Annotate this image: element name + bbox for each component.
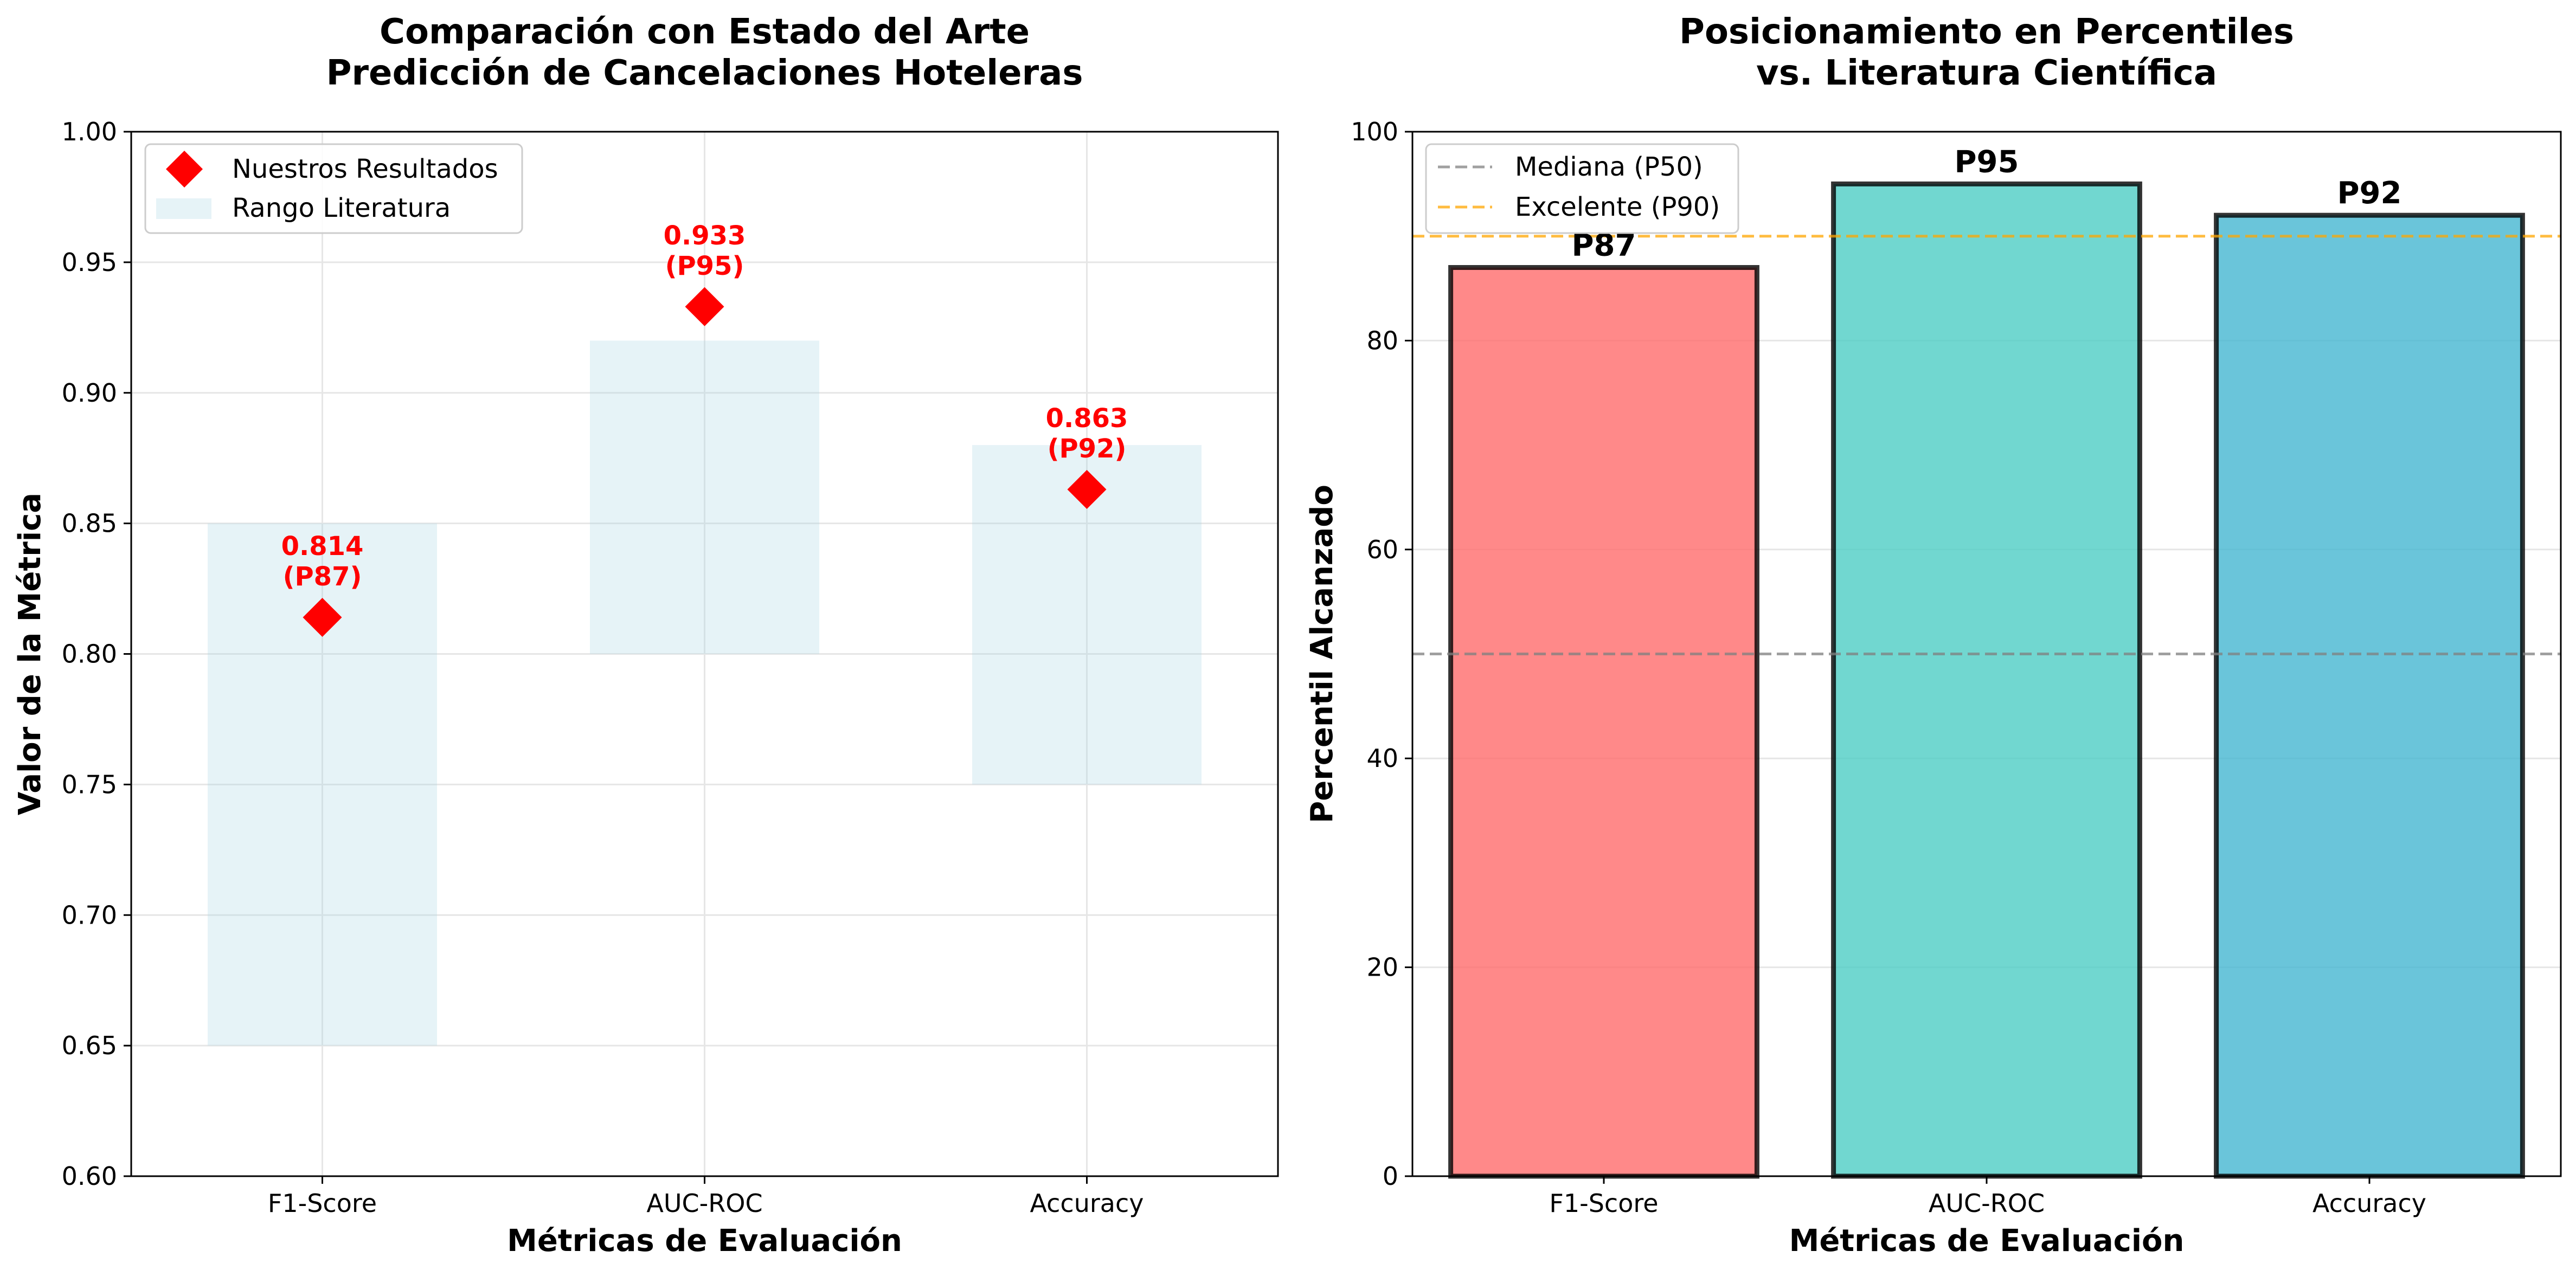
- left-y-tick-label: 0.70: [62, 900, 117, 930]
- right-x-tick-label: F1-Score: [1549, 1189, 1658, 1218]
- left-chart-title-line: Comparación con Estado del Arte: [380, 12, 1030, 52]
- result-diamond-marker: [1067, 469, 1107, 509]
- result-value-label-line: 0.814: [281, 531, 364, 562]
- result-diamond-marker: [685, 287, 724, 326]
- result-value-label: 0.933 (P95): [664, 221, 746, 281]
- left-y-tick-label: 0.85: [62, 509, 117, 538]
- left-x-tick-label: Accuracy: [1030, 1189, 1144, 1218]
- result-value-label-line: (P87): [283, 562, 362, 592]
- legend-label-literature: Rango Literatura: [232, 193, 451, 223]
- left-x-tick-label: F1-Score: [268, 1189, 377, 1218]
- left-y-tick-label: 0.90: [62, 378, 117, 408]
- legend-label-results: Nuestros Resultados: [232, 154, 498, 184]
- result-value-label-line: (P95): [665, 251, 744, 281]
- left-chart-title: Comparación con Estado del Arte Predicció…: [326, 12, 1083, 93]
- result-value-label: 0.814 (P87): [281, 531, 364, 592]
- legend-band-swatch: [156, 198, 211, 219]
- result-value-label-line: (P92): [1048, 434, 1127, 464]
- left-x-tick-label: AUC-ROC: [646, 1189, 762, 1218]
- left-x-axis-label: Métricas de Evaluación: [507, 1223, 902, 1259]
- right-x-axis-label: Métricas de Evaluación: [1789, 1223, 2185, 1259]
- percentile-bar: [1448, 265, 1759, 1179]
- right-y-tick-label: 0: [1383, 1162, 1398, 1191]
- result-value-label-line: 0.933: [664, 221, 746, 251]
- right-y-tick-label: 100: [1351, 117, 1398, 146]
- right-x-tick-label: Accuracy: [2312, 1189, 2426, 1218]
- right-y-tick-label: 40: [1366, 744, 1398, 773]
- percentile-bar: [1831, 181, 2142, 1179]
- left-chart-title-line: Predicción de Cancelaciones Hoteleras: [326, 53, 1083, 93]
- left-y-axis-label: Valor de la Métrica: [12, 493, 48, 815]
- legend-label-reference: Mediana (P50): [1515, 152, 1703, 182]
- left-y-tick-label: 0.80: [62, 640, 117, 669]
- left-y-tick-label: 0.95: [62, 248, 117, 277]
- right-legend-box: [1425, 143, 1739, 234]
- left-legend-box: [144, 143, 523, 234]
- left-y-tick-label: 1.00: [62, 117, 117, 146]
- result-diamond-marker: [303, 598, 342, 637]
- right-chart-title-line: vs. Literatura Científica: [1756, 53, 2217, 93]
- right-y-tick-label: 20: [1366, 953, 1398, 982]
- result-value-label-line: 0.863: [1046, 403, 1128, 434]
- right-x-tick-label: AUC-ROC: [1929, 1189, 2045, 1218]
- result-value-label: 0.863 (P92): [1046, 403, 1128, 464]
- right-chart-title-line: Posicionamiento en Percentiles: [1679, 12, 2294, 52]
- right-y-axis-label: Percentil Alcanzado: [1305, 485, 1340, 823]
- literature-range-band: [590, 340, 819, 654]
- left-y-tick-label: 0.60: [62, 1162, 117, 1191]
- percentile-bar: [2214, 212, 2525, 1179]
- legend-diamond-icon: [166, 151, 203, 188]
- bar-percentile-label: P95: [1955, 144, 2019, 179]
- left-y-tick-label: 0.65: [62, 1031, 117, 1060]
- legend-label-reference: Excelente (P90): [1515, 192, 1720, 222]
- right-y-tick-label: 80: [1366, 326, 1398, 355]
- right-y-tick-label: 60: [1366, 535, 1398, 564]
- bar-percentile-label: P92: [2337, 176, 2402, 211]
- left-y-tick-label: 0.75: [62, 770, 117, 799]
- right-chart-title: Posicionamiento en Percentiles vs. Litera…: [1679, 12, 2294, 93]
